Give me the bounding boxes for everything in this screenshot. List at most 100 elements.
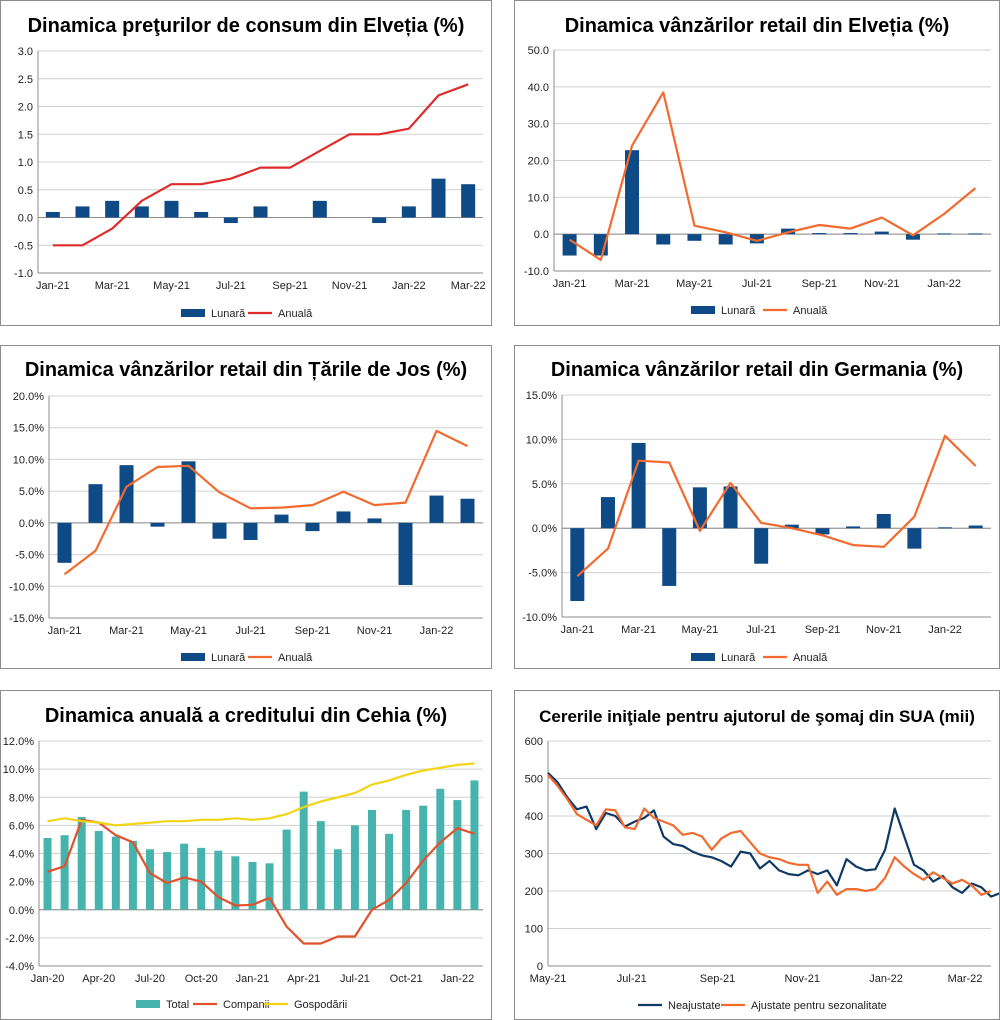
bar — [692, 487, 707, 529]
bar — [968, 525, 983, 529]
y-tick-label: 0.0% — [532, 523, 557, 535]
bar — [812, 233, 827, 235]
y-tick-label: 30.0 — [528, 119, 549, 131]
bar — [111, 836, 120, 910]
y-tick-label: -10.0 — [524, 266, 549, 278]
bar — [333, 849, 342, 910]
bar — [231, 856, 240, 910]
bar — [305, 522, 320, 532]
y-tick-label: 10.0% — [13, 454, 44, 466]
chart-title: Dinamica vânzărilor retail din Țările de… — [25, 359, 467, 381]
bar — [937, 233, 952, 235]
legend-label: Lunară — [211, 308, 246, 320]
y-tick-label: 300 — [525, 849, 543, 861]
bar — [938, 527, 953, 529]
y-tick-label: -5.0% — [528, 568, 557, 580]
x-tick-label: Jul-21 — [216, 280, 246, 292]
x-tick-label: Jan-21 — [553, 278, 587, 290]
x-tick-label: Jan-20 — [31, 973, 65, 985]
bar — [57, 522, 72, 563]
bar — [43, 838, 52, 910]
legend-label: Ajustate pentru sezonalitate — [751, 1000, 887, 1012]
bar — [874, 231, 889, 235]
x-tick-label: Jan-22 — [392, 280, 426, 292]
bar — [163, 852, 172, 910]
bar — [214, 850, 223, 910]
bar — [248, 861, 257, 910]
legend-swatch — [136, 1000, 160, 1008]
x-tick-label: Jul-20 — [135, 973, 165, 985]
chart-panel-nl-retail: Dinamica vânzărilor retail din Țările de… — [0, 345, 492, 669]
y-tick-label: 2.0% — [9, 877, 34, 889]
bar — [385, 833, 394, 910]
bar — [562, 234, 577, 256]
bar — [723, 486, 738, 529]
bar — [94, 831, 103, 910]
bar — [88, 484, 103, 523]
bar — [905, 234, 920, 240]
x-tick-label: Jul-21 — [746, 624, 776, 636]
bar — [402, 809, 411, 910]
y-tick-label: -5.0% — [15, 550, 44, 562]
bar — [815, 528, 830, 535]
y-tick-label: 15.0% — [13, 423, 44, 435]
x-tick-label: Jul-21 — [742, 278, 772, 290]
bar — [662, 528, 677, 586]
x-tick-label: Nov-21 — [785, 973, 820, 985]
bar — [45, 211, 60, 218]
bar — [316, 821, 325, 910]
bar — [419, 805, 428, 910]
y-tick-label: -4.0% — [5, 961, 34, 973]
y-tick-label: 4.0% — [9, 849, 34, 861]
legend-swatch — [181, 309, 205, 317]
x-tick-label: Mar-21 — [95, 280, 130, 292]
bar — [876, 513, 891, 529]
chart-panel-us-claims: Cererile iniţiale pentru ajutorul de şom… — [514, 690, 1000, 1020]
y-tick-label: 50.0 — [528, 45, 549, 57]
bar — [146, 849, 154, 910]
legend-label: Anuală — [278, 308, 313, 320]
y-tick-label: 6.0% — [9, 820, 34, 832]
bar — [282, 829, 291, 910]
y-tick-label: 10.0% — [3, 764, 34, 776]
x-tick-label: Oct-21 — [390, 973, 423, 985]
y-tick-label: 0.0% — [19, 518, 44, 530]
bar — [60, 835, 69, 910]
chart-panel-cz-credit: Dinamica anuală a creditului din Cehia (… — [0, 690, 492, 1020]
y-tick-label: 5.0% — [19, 486, 44, 498]
legend-swatch — [691, 306, 715, 314]
bar — [150, 522, 165, 527]
chart-panel-de-retail: Dinamica vânzărilor retail din Germania … — [514, 345, 1000, 669]
x-tick-label: Mar-21 — [615, 278, 650, 290]
x-tick-label: Nov-21 — [864, 278, 899, 290]
bar — [119, 465, 134, 523]
x-tick-label: Mar-21 — [109, 625, 144, 637]
bar — [625, 150, 640, 235]
y-tick-label: 0.5 — [18, 185, 33, 197]
y-tick-label: 40.0 — [528, 82, 549, 94]
bar — [600, 497, 615, 529]
bar — [687, 234, 702, 241]
y-tick-label: 0.0 — [18, 213, 33, 225]
y-tick-label: 0.0% — [9, 905, 34, 917]
series-line — [52, 83, 469, 247]
legend-label: Gospodării — [294, 999, 347, 1011]
series-line — [547, 772, 999, 898]
x-tick-label: Sep-21 — [272, 280, 307, 292]
bar — [299, 791, 308, 910]
chart-de-retail: Dinamica vânzărilor retail din Germania … — [522, 359, 991, 664]
x-tick-label: May-21 — [170, 625, 207, 637]
series-line — [569, 91, 977, 261]
legend-label: Lunară — [721, 652, 756, 664]
bar — [312, 200, 327, 218]
legend-label: Anuală — [793, 305, 828, 317]
chart-cz-credit: Dinamica anuală a creditului din Cehia (… — [3, 705, 483, 1011]
series-line — [576, 434, 977, 578]
bar — [749, 234, 764, 244]
x-tick-label: Jan-21 — [48, 625, 82, 637]
bar — [429, 495, 444, 523]
bar — [754, 528, 769, 564]
y-tick-label: 12.0% — [3, 736, 34, 748]
x-tick-label: May-21 — [676, 278, 713, 290]
bar — [212, 522, 227, 539]
